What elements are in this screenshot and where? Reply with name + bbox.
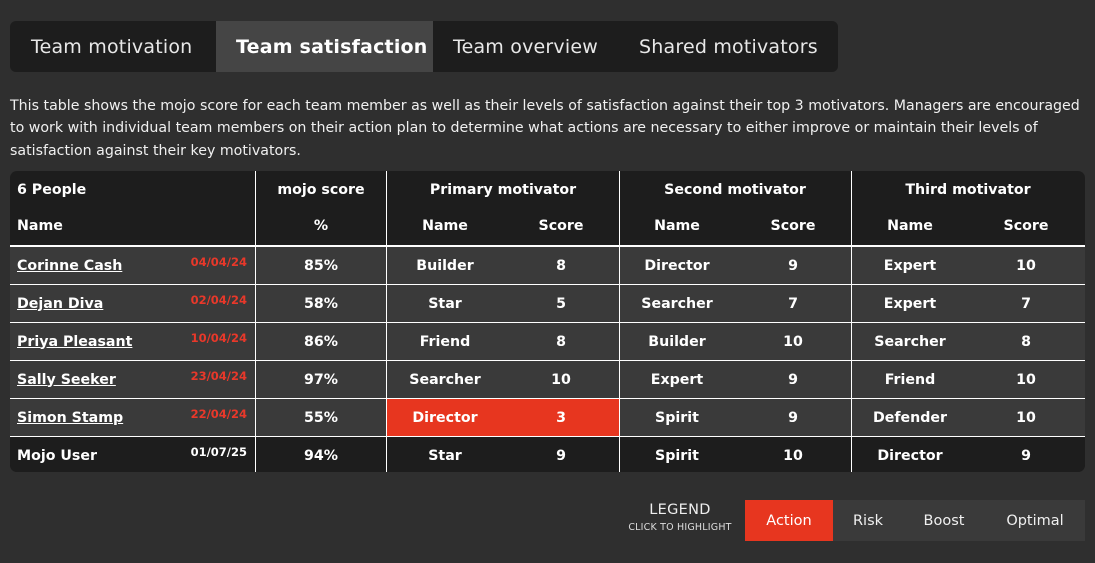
- member-name-link[interactable]: Priya Pleasant: [17, 333, 133, 350]
- primary-motivator-name: Friend: [419, 333, 471, 350]
- primary-name-subheader: Name: [422, 218, 468, 234]
- table-row: Mojo User 01/07/25 94% Star 9 Spirit 10 …: [10, 437, 1085, 472]
- second-motivator-score: 9: [788, 409, 798, 426]
- member-name-link[interactable]: Sally Seeker: [17, 371, 116, 388]
- legend-risk-button[interactable]: Risk: [852, 512, 884, 529]
- tab-team-motivation[interactable]: Team motivation: [31, 35, 193, 58]
- divider: [619, 171, 620, 472]
- primary-motivator-name: Searcher: [409, 371, 481, 388]
- second-score-subheader: Score: [770, 218, 816, 234]
- primary-motivator-name: Builder: [416, 257, 474, 274]
- divider: [386, 171, 387, 472]
- divider: [255, 171, 256, 472]
- divider: [851, 171, 852, 472]
- second-name-subheader: Name: [654, 218, 700, 234]
- divider: [10, 360, 1085, 361]
- second-motivator-name: Expert: [650, 371, 704, 388]
- divider: [10, 322, 1085, 323]
- second-motivator-header: Second motivator: [664, 182, 806, 198]
- table-row: Corinne Cash 04/04/24 85% Builder 8 Dire…: [10, 247, 1085, 284]
- second-motivator-score: 10: [783, 333, 803, 350]
- page-description: This table shows the mojo score for each…: [10, 98, 1080, 159]
- member-name-link[interactable]: Corinne Cash: [17, 257, 123, 274]
- third-score-subheader: Score: [1003, 218, 1049, 234]
- second-motivator-score: 9: [788, 257, 798, 274]
- review-date: 23/04/24: [190, 369, 247, 383]
- name-subheader: Name: [17, 218, 63, 234]
- table-row: Dejan Diva 02/04/24 58% Star 5 Searcher …: [10, 285, 1085, 322]
- third-motivator-name: Friend: [884, 371, 936, 388]
- member-name-link[interactable]: Simon Stamp: [17, 409, 124, 426]
- primary-motivator-name: Director: [412, 409, 478, 426]
- review-date: 01/07/25: [190, 445, 247, 459]
- review-date: 02/04/24: [190, 293, 247, 307]
- third-motivator-score: 10: [1016, 371, 1036, 388]
- table-row: Priya Pleasant 10/04/24 86% Friend 8 Bui…: [10, 323, 1085, 360]
- action-highlight: [387, 399, 619, 436]
- primary-motivator-score: 8: [556, 333, 566, 350]
- third-motivator-score: 10: [1016, 409, 1036, 426]
- legend-subtitle: CLICK TO HIGHLIGHT: [628, 522, 732, 533]
- tab-shared-motivators[interactable]: Shared motivators: [639, 35, 818, 58]
- review-date: 22/04/24: [190, 407, 247, 421]
- primary-motivator-name: Star: [428, 447, 462, 464]
- legend-label: LEGEND CLICK TO HIGHLIGHT: [626, 502, 734, 533]
- legend-optimal-button[interactable]: Optimal: [1006, 512, 1064, 529]
- primary-motivator-name: Star: [428, 295, 462, 312]
- percent-subheader: %: [313, 218, 329, 234]
- third-name-subheader: Name: [887, 218, 933, 234]
- second-motivator-name: Spirit: [655, 409, 699, 426]
- mojo-score-value: 58%: [304, 295, 338, 312]
- review-date: 04/04/24: [190, 255, 247, 269]
- third-motivator-name: Expert: [883, 257, 937, 274]
- third-motivator-name: Searcher: [874, 333, 946, 350]
- mojo-score-header: mojo score: [277, 182, 365, 198]
- divider: [10, 436, 1085, 437]
- third-motivator-name: Defender: [872, 409, 948, 426]
- third-motivator-name: Director: [877, 447, 943, 464]
- satisfaction-table: 6 People mojo score Primary motivator Se…: [10, 171, 1085, 472]
- second-motivator-name: Director: [644, 257, 710, 274]
- third-motivator-score: 8: [1021, 333, 1031, 350]
- legend-boost-button[interactable]: Boost: [923, 512, 965, 529]
- primary-motivator-score: 5: [556, 295, 566, 312]
- primary-motivator-header: Primary motivator: [429, 182, 577, 198]
- third-motivator-score: 10: [1016, 257, 1036, 274]
- primary-score-subheader: Score: [538, 218, 584, 234]
- review-date: 10/04/24: [190, 331, 247, 345]
- second-motivator-score: 7: [788, 295, 798, 312]
- tab-bar: Team motivation Team satisfaction Team o…: [10, 21, 838, 72]
- people-count-header: 6 People: [17, 182, 87, 198]
- mojo-score-value: 94%: [304, 447, 338, 464]
- divider: [10, 284, 1085, 285]
- tab-team-overview[interactable]: Team overview: [453, 35, 598, 58]
- divider: [10, 245, 1085, 247]
- third-motivator-score: 7: [1021, 295, 1031, 312]
- second-motivator-name: Builder: [648, 333, 706, 350]
- third-motivator-score: 9: [1021, 447, 1031, 464]
- table-row: Simon Stamp 22/04/24 55% Director 3 Spir…: [10, 399, 1085, 436]
- second-motivator-score: 10: [783, 447, 803, 464]
- divider: [10, 398, 1085, 399]
- member-name: Mojo User: [17, 447, 97, 464]
- primary-motivator-score: 10: [551, 371, 571, 388]
- legend-title: LEGEND: [649, 502, 711, 518]
- mojo-score-value: 85%: [304, 257, 338, 274]
- legend-bar: Action Risk Boost Optimal: [745, 500, 1085, 541]
- third-motivator-name: Expert: [883, 295, 937, 312]
- mojo-score-value: 55%: [304, 409, 338, 426]
- mojo-score-value: 86%: [304, 333, 338, 350]
- second-motivator-name: Searcher: [641, 295, 713, 312]
- primary-motivator-score: 9: [556, 447, 566, 464]
- table-row: Sally Seeker 23/04/24 97% Searcher 10 Ex…: [10, 361, 1085, 398]
- second-motivator-name: Spirit: [655, 447, 699, 464]
- third-motivator-header: Third motivator: [905, 182, 1031, 198]
- second-motivator-score: 9: [788, 371, 798, 388]
- primary-motivator-score: 3: [556, 409, 566, 426]
- member-name-link[interactable]: Dejan Diva: [17, 295, 104, 312]
- primary-motivator-score: 8: [556, 257, 566, 274]
- legend-action-button[interactable]: Action: [745, 500, 833, 541]
- tab-team-satisfaction[interactable]: Team satisfaction: [216, 21, 433, 72]
- mojo-score-value: 97%: [304, 371, 338, 388]
